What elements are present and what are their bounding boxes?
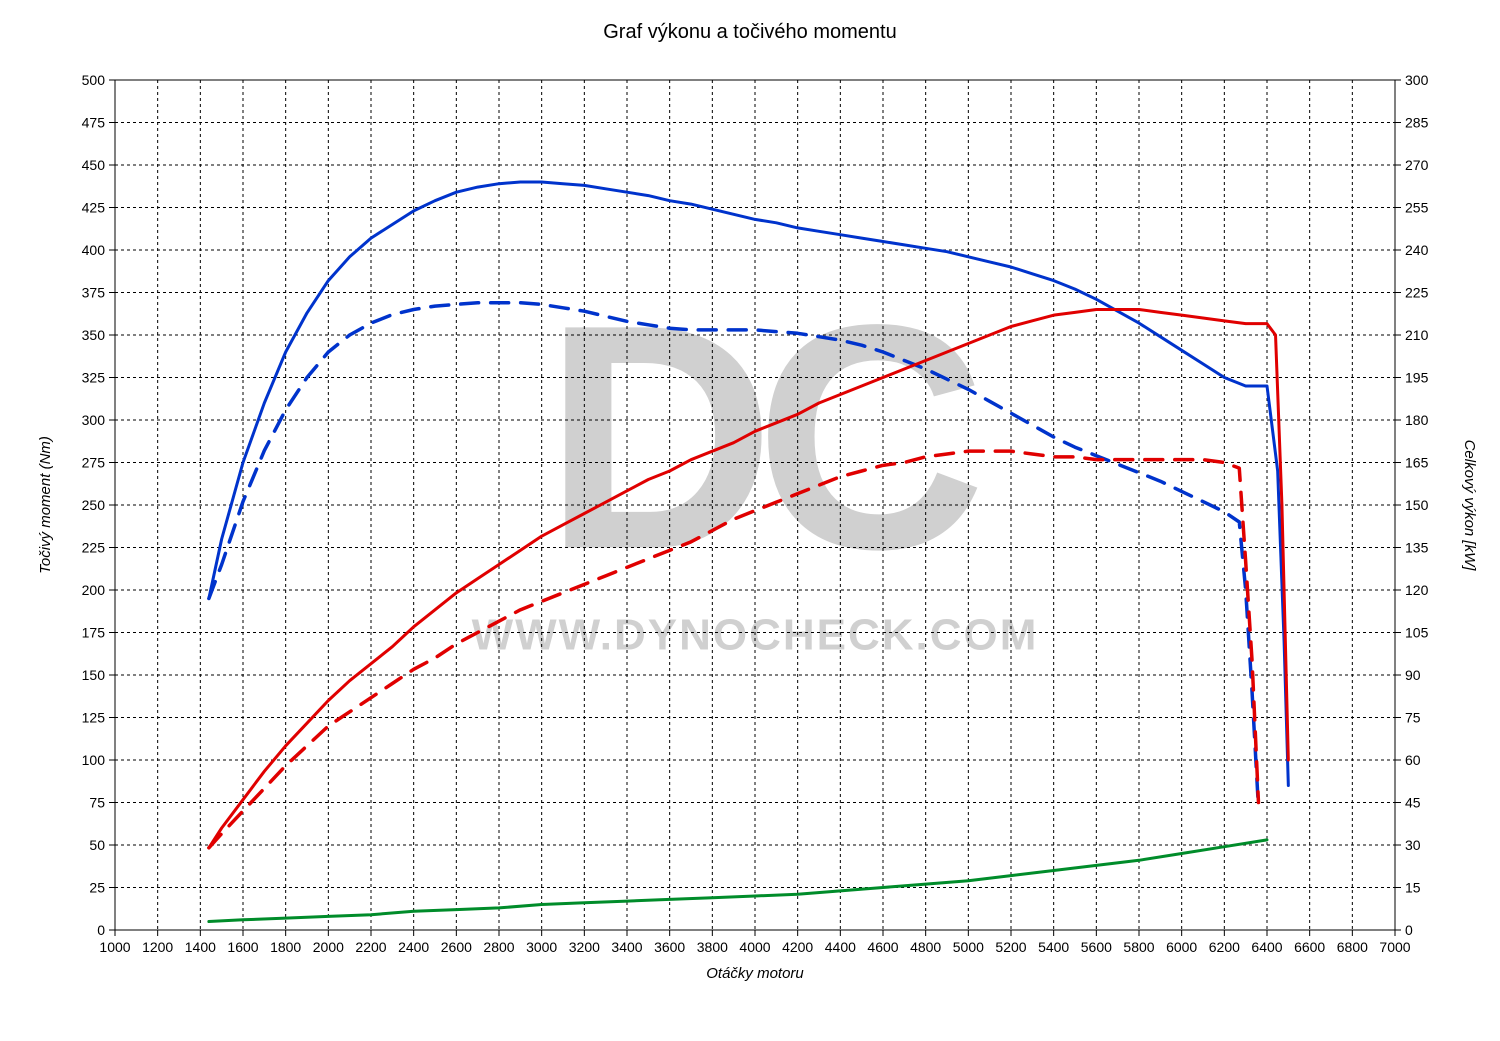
y-left-axis-label: Točivý moment (Nm) [37, 436, 54, 574]
x-tick-label: 5200 [995, 939, 1026, 955]
y-right-tick-label: 75 [1405, 710, 1421, 726]
x-tick-label: 3200 [569, 939, 600, 955]
y-left-tick-label: 125 [82, 710, 106, 726]
y-right-tick-label: 0 [1405, 922, 1413, 938]
y-right-tick-label: 210 [1405, 327, 1429, 343]
x-tick-label: 2200 [355, 939, 386, 955]
x-tick-label: 3800 [697, 939, 728, 955]
x-tick-label: 6800 [1337, 939, 1368, 955]
y-right-tick-label: 90 [1405, 667, 1421, 683]
y-left-tick-label: 425 [82, 200, 106, 216]
x-tick-label: 1000 [99, 939, 130, 955]
y-left-tick-label: 100 [82, 752, 106, 768]
y-left-tick-label: 325 [82, 370, 106, 386]
x-tick-label: 6200 [1209, 939, 1240, 955]
y-left-tick-label: 200 [82, 582, 106, 598]
y-left-tick-label: 450 [82, 157, 106, 173]
y-right-tick-label: 45 [1405, 795, 1421, 811]
x-tick-label: 1400 [185, 939, 216, 955]
chart-title: Graf výkonu a točivého momentu [603, 21, 896, 43]
x-tick-label: 1800 [270, 939, 301, 955]
y-right-tick-label: 255 [1405, 200, 1429, 216]
y-right-tick-label: 180 [1405, 412, 1429, 428]
y-right-tick-label: 120 [1405, 582, 1429, 598]
y-right-tick-label: 165 [1405, 455, 1429, 471]
y-left-tick-label: 275 [82, 455, 106, 471]
y-right-tick-label: 105 [1405, 625, 1429, 641]
x-tick-label: 6600 [1294, 939, 1325, 955]
y-left-tick-label: 225 [82, 540, 106, 556]
x-tick-label: 4200 [782, 939, 813, 955]
x-tick-label: 3000 [526, 939, 557, 955]
x-tick-label: 5400 [1038, 939, 1069, 955]
x-tick-label: 3400 [611, 939, 642, 955]
y-right-tick-label: 285 [1405, 115, 1429, 131]
y-left-tick-label: 500 [82, 72, 106, 88]
x-tick-label: 4600 [867, 939, 898, 955]
x-tick-label: 2600 [441, 939, 472, 955]
y-left-tick-label: 400 [82, 242, 106, 258]
x-tick-label: 7000 [1379, 939, 1410, 955]
x-tick-label: 4000 [739, 939, 770, 955]
dyno-chart: Graf výkonu a točivého momentuDCWWW.DYNO… [0, 0, 1500, 1041]
y-left-tick-label: 150 [82, 667, 106, 683]
x-tick-label: 5600 [1081, 939, 1112, 955]
x-tick-label: 4800 [910, 939, 941, 955]
y-left-tick-label: 75 [89, 795, 105, 811]
y-left-tick-label: 475 [82, 115, 106, 131]
y-right-tick-label: 135 [1405, 540, 1429, 556]
x-tick-label: 3600 [654, 939, 685, 955]
x-tick-label: 6000 [1166, 939, 1197, 955]
y-right-tick-label: 270 [1405, 157, 1429, 173]
y-right-tick-label: 240 [1405, 242, 1429, 258]
y-left-tick-label: 50 [89, 837, 105, 853]
y-left-tick-label: 300 [82, 412, 106, 428]
y-right-axis-label: Celkový výkon [kW] [1461, 440, 1478, 572]
x-tick-label: 6400 [1251, 939, 1282, 955]
x-tick-label: 2400 [398, 939, 429, 955]
chart-svg: Graf výkonu a točivého momentuDCWWW.DYNO… [0, 0, 1500, 1041]
y-left-tick-label: 0 [97, 922, 105, 938]
y-left-tick-label: 250 [82, 497, 106, 513]
y-left-tick-label: 25 [89, 880, 105, 896]
y-right-tick-label: 300 [1405, 72, 1429, 88]
x-tick-label: 2000 [313, 939, 344, 955]
x-tick-label: 5800 [1123, 939, 1154, 955]
watermark-big: DC [544, 258, 980, 616]
y-right-tick-label: 30 [1405, 837, 1421, 853]
x-tick-label: 2800 [483, 939, 514, 955]
x-tick-label: 4400 [825, 939, 856, 955]
y-right-tick-label: 150 [1405, 497, 1429, 513]
x-tick-label: 1200 [142, 939, 173, 955]
y-right-tick-label: 60 [1405, 752, 1421, 768]
y-left-tick-label: 350 [82, 327, 106, 343]
x-axis-label: Otáčky motoru [706, 965, 804, 982]
y-left-tick-label: 375 [82, 285, 106, 301]
y-right-tick-label: 225 [1405, 285, 1429, 301]
y-left-tick-label: 175 [82, 625, 106, 641]
y-right-tick-label: 15 [1405, 880, 1421, 896]
x-tick-label: 1600 [227, 939, 258, 955]
y-right-tick-label: 195 [1405, 370, 1429, 386]
x-tick-label: 5000 [953, 939, 984, 955]
